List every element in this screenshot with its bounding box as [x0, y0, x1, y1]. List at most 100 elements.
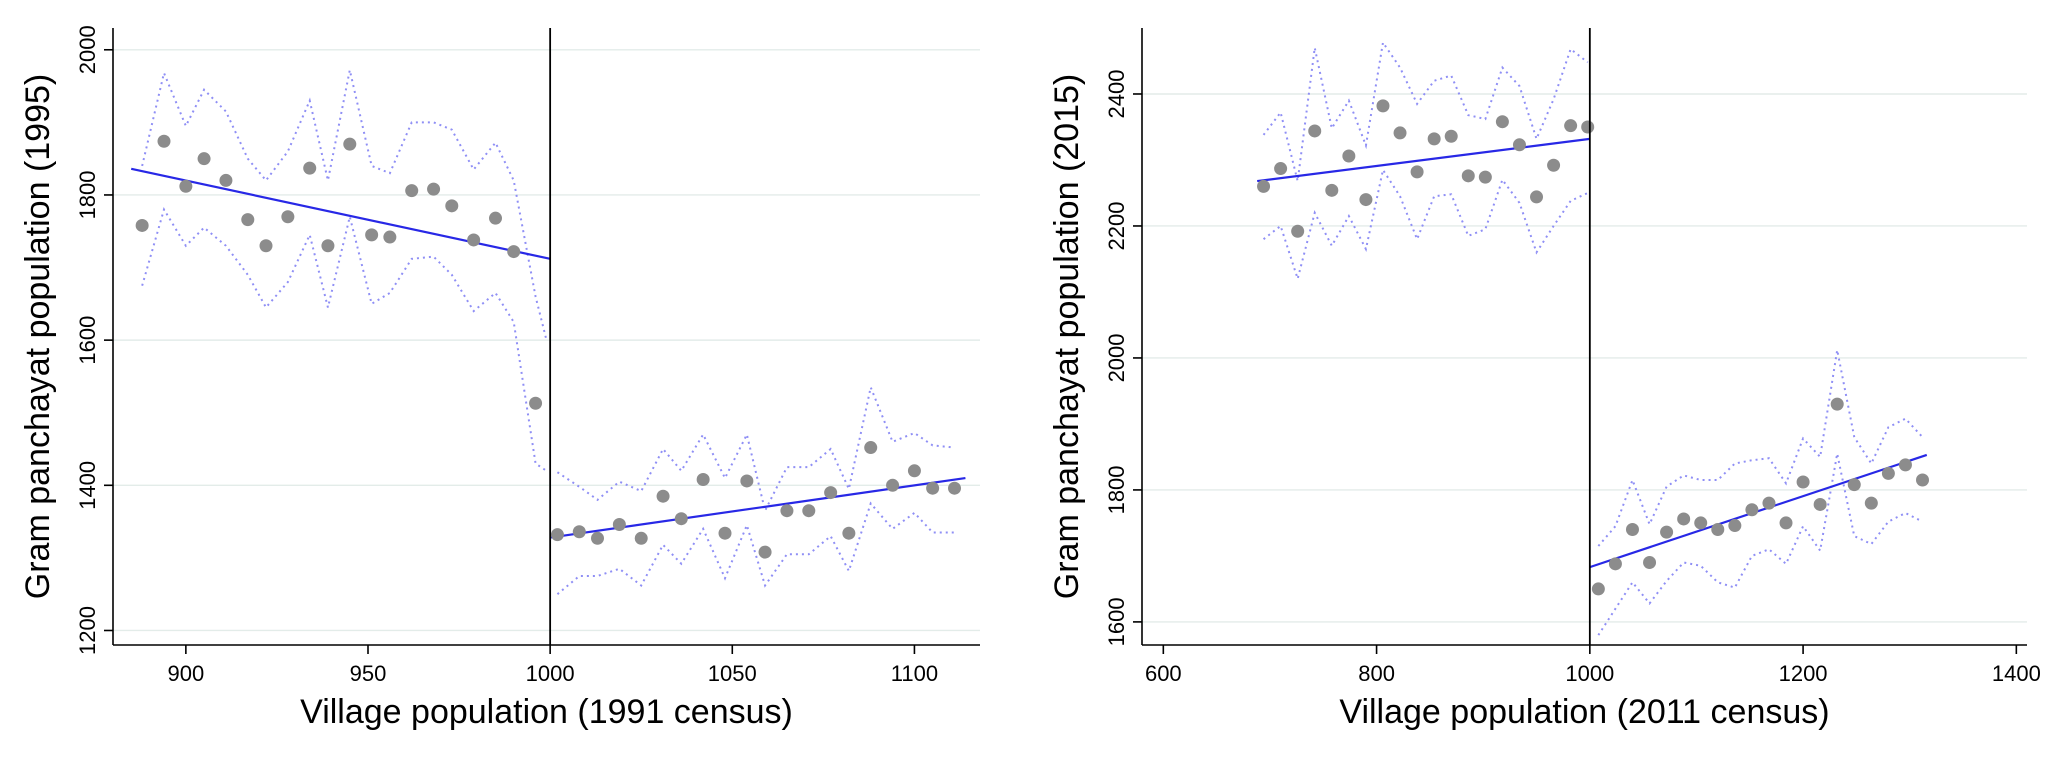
- y-tick-label: 1200: [75, 606, 100, 655]
- x-tick-label: 900: [167, 661, 204, 686]
- data-point: [1779, 516, 1793, 530]
- data-point: [1762, 496, 1776, 510]
- data-point: [656, 489, 670, 503]
- y-tick-label: 2200: [1104, 201, 1129, 250]
- data-point: [1325, 183, 1339, 197]
- ci-upper-right: [1597, 349, 1924, 547]
- data-point: [343, 137, 357, 151]
- data-point: [1916, 473, 1930, 487]
- chart-right: 600 800 1000 1200 1400 1600 1800 2000 2200 2400 V…: [1048, 28, 2041, 731]
- data-point: [1257, 179, 1271, 193]
- data-point: [365, 228, 379, 242]
- data-point: [591, 531, 604, 545]
- x-tick-label: 800: [1358, 661, 1395, 686]
- data-point: [1444, 129, 1458, 143]
- y-tick-label: 1600: [75, 316, 100, 365]
- data-point: [405, 184, 419, 198]
- x-axis-title: Village population (1991 census): [300, 693, 793, 731]
- ci-upper-left: [141, 69, 548, 341]
- y-tick-label: 1800: [75, 170, 100, 219]
- y-tick-label: 2000: [75, 25, 100, 74]
- data-point: [824, 486, 838, 500]
- data-point: [1376, 99, 1390, 113]
- data-point: [321, 239, 335, 253]
- data-point: [758, 545, 772, 559]
- data-point: [1495, 115, 1509, 129]
- data-point: [842, 526, 856, 540]
- data-point: [1393, 126, 1407, 140]
- ci-lower-right: [1597, 453, 1923, 636]
- data-point: [572, 525, 586, 539]
- data-point: [135, 218, 149, 232]
- ci-lower-right: [556, 501, 955, 595]
- data-point: [507, 245, 521, 259]
- fit-line-left: [130, 167, 551, 260]
- data-point: [926, 481, 940, 495]
- y-tick-label: 1600: [1104, 597, 1129, 646]
- data-point: [740, 474, 754, 488]
- data-point: [1342, 149, 1356, 163]
- data-point: [303, 161, 317, 175]
- x-tick-label: 1000: [1565, 661, 1614, 686]
- data-point: [489, 211, 502, 225]
- y-tick-label: 1800: [1104, 465, 1129, 514]
- ci-lower-left: [141, 206, 548, 472]
- data-point: [1512, 138, 1526, 152]
- data-point: [780, 504, 794, 518]
- data-point: [907, 464, 921, 478]
- data-point: [696, 472, 710, 486]
- data-point: [467, 233, 481, 247]
- data-point: [241, 213, 255, 227]
- data-point: [1677, 512, 1691, 526]
- data-point: [864, 441, 878, 455]
- fit-line-right: [549, 476, 966, 539]
- data-point: [1478, 170, 1492, 184]
- data-point: [1694, 516, 1708, 530]
- data-point: [1881, 466, 1895, 480]
- x-tick-label: 1400: [1992, 661, 2041, 686]
- ci-lower-left: [1262, 167, 1589, 283]
- data-point: [427, 182, 441, 196]
- y-axis-title: Gram panchayat population (2015): [1048, 74, 1086, 599]
- data-point: [1581, 120, 1595, 134]
- data-point: [1728, 519, 1742, 533]
- data-point: [219, 173, 233, 187]
- x-tick-label: 1200: [1779, 661, 1828, 686]
- y-axis-title: Gram panchayat population (1995): [19, 74, 57, 599]
- data-point: [1564, 119, 1578, 133]
- chart-left: 900 950 1000 1050 1100 1200 1400 1600 1800 2000 V…: [19, 25, 980, 731]
- data-point: [1427, 132, 1441, 146]
- data-point: [1796, 475, 1810, 489]
- data-point: [1898, 458, 1912, 472]
- data-point: [1359, 193, 1373, 207]
- data-point: [1461, 169, 1475, 183]
- data-point: [612, 518, 626, 532]
- data-point: [157, 134, 171, 148]
- data-point: [445, 199, 459, 213]
- x-tick-label: 600: [1145, 661, 1182, 686]
- data-point: [1745, 503, 1759, 517]
- data-point: [886, 478, 900, 492]
- y-tick-label: 1400: [75, 461, 100, 510]
- y-tick-label: 2400: [1104, 70, 1129, 119]
- data-point: [1274, 162, 1288, 176]
- data-point: [634, 531, 648, 545]
- data-point: [1813, 497, 1827, 511]
- data-point: [1847, 478, 1861, 492]
- data-point: [1643, 556, 1657, 570]
- data-point: [1410, 165, 1424, 179]
- data-point: [1530, 190, 1544, 204]
- x-tick-label: 1100: [891, 661, 938, 686]
- x-axis-title: Village population (2011 census): [1339, 693, 1829, 731]
- x-tick-label: 1000: [526, 661, 575, 686]
- data-point: [1625, 523, 1639, 537]
- y-tick-label: 2000: [1104, 333, 1129, 382]
- data-point: [1591, 582, 1605, 596]
- data-point: [550, 528, 564, 542]
- data-point: [1291, 224, 1305, 238]
- data-point: [259, 239, 273, 253]
- data-point: [1864, 496, 1878, 510]
- data-point: [197, 152, 211, 166]
- data-point: [1660, 525, 1674, 539]
- x-tick-label: 950: [350, 661, 387, 686]
